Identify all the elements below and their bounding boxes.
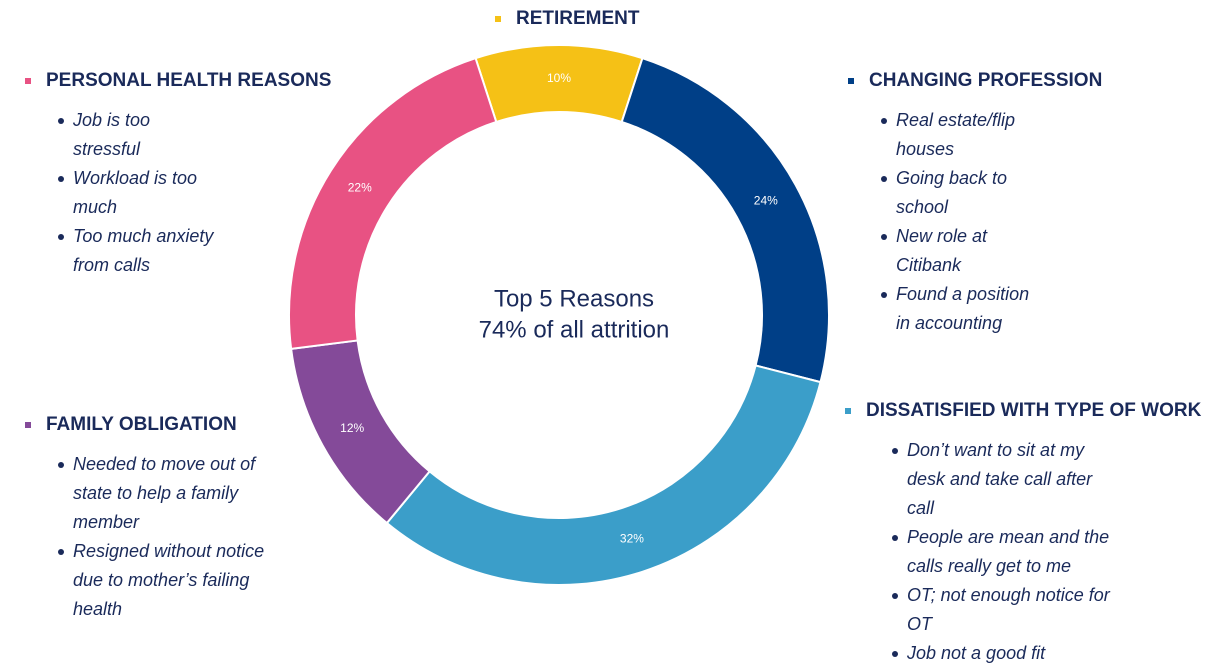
value-label: 32%: [620, 532, 644, 546]
donut-segment: [385, 364, 822, 586]
value-label: 24%: [754, 193, 778, 207]
note-item: Resigned without notice due to mother’s …: [58, 537, 268, 624]
note-item: People are mean and the calls really get…: [892, 523, 1122, 581]
note-item: Found a position in accounting: [881, 280, 1041, 338]
center-text: 74% of all attrition: [479, 316, 670, 343]
note-item: Real estate/flip houses: [881, 106, 1041, 164]
note-item: Needed to move out of state to help a fa…: [58, 450, 268, 537]
category-heading: RETIREMENT: [495, 8, 640, 30]
note-list: Job is too stressful Workload is too much…: [58, 106, 218, 280]
category-title: PERSONAL HEALTH REASONS: [46, 70, 332, 91]
legend-swatch: [25, 422, 31, 428]
category-heading: CHANGING PROFESSION: [848, 70, 1102, 92]
category-panel: RETIREMENT: [495, 8, 640, 30]
category-heading: DISSATISFIED WITH TYPE OF WORK: [845, 400, 1201, 422]
note-item: Job is too stressful: [58, 106, 218, 164]
category-title: CHANGING PROFESSION: [869, 70, 1103, 91]
note-item: Going back to school: [881, 164, 1041, 222]
category-panel: CHANGING PROFESSION Real estate/flip hous…: [848, 70, 1102, 338]
legend-swatch: [848, 78, 854, 84]
category-title: RETIREMENT: [516, 8, 640, 29]
note-item: OT; not enough notice for OT: [892, 581, 1122, 639]
center-text: Top 5 Reasons: [494, 285, 654, 312]
note-item: Too much anxiety from calls: [58, 222, 218, 280]
value-label: 12%: [340, 421, 364, 435]
legend-swatch: [845, 408, 851, 414]
note-item: Job not a good fit: [892, 639, 1122, 668]
note-list: Needed to move out of state to help a fa…: [58, 450, 268, 624]
value-label: 10%: [547, 71, 571, 85]
note-item: Workload is too much: [58, 164, 218, 222]
note-list: Don’t want to sit at my desk and take ca…: [892, 436, 1122, 668]
category-heading: FAMILY OBLIGATION: [25, 414, 268, 436]
category-panel: FAMILY OBLIGATION Needed to move out of s…: [25, 414, 268, 624]
note-item: Don’t want to sit at my desk and take ca…: [892, 436, 1122, 523]
value-label: 22%: [348, 181, 372, 195]
legend-swatch: [495, 16, 501, 22]
category-title: FAMILY OBLIGATION: [46, 414, 237, 435]
note-item: New role at Citibank: [881, 222, 1041, 280]
legend-swatch: [25, 78, 31, 84]
note-list: Real estate/flip houses Going back to sch…: [881, 106, 1041, 338]
category-title: DISSATISFIED WITH TYPE OF WORK: [866, 400, 1202, 421]
donut-segment: [288, 56, 498, 350]
category-heading: PERSONAL HEALTH REASONS: [25, 70, 331, 92]
category-panel: DISSATISFIED WITH TYPE OF WORK Don’t want…: [845, 400, 1201, 668]
category-panel: PERSONAL HEALTH REASONS Job is too stress…: [25, 70, 331, 280]
